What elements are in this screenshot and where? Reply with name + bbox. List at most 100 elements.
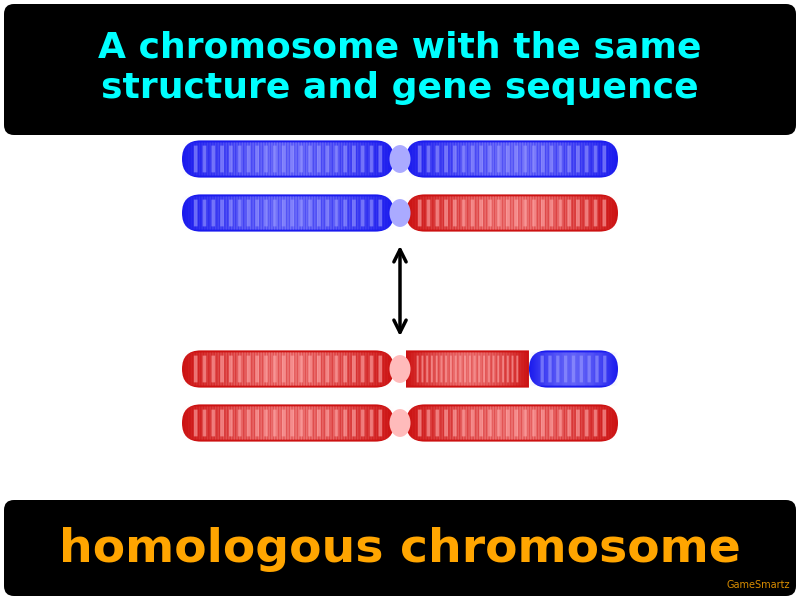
FancyBboxPatch shape — [444, 410, 448, 436]
FancyBboxPatch shape — [479, 196, 483, 230]
FancyBboxPatch shape — [246, 200, 250, 226]
FancyBboxPatch shape — [303, 196, 307, 230]
FancyBboxPatch shape — [567, 352, 570, 386]
FancyBboxPatch shape — [467, 352, 470, 386]
FancyBboxPatch shape — [370, 146, 374, 172]
FancyBboxPatch shape — [255, 352, 259, 386]
FancyBboxPatch shape — [455, 142, 459, 176]
FancyBboxPatch shape — [322, 406, 326, 440]
FancyBboxPatch shape — [194, 142, 198, 176]
FancyBboxPatch shape — [234, 196, 238, 230]
FancyBboxPatch shape — [242, 406, 246, 440]
FancyBboxPatch shape — [507, 356, 509, 382]
FancyBboxPatch shape — [479, 410, 483, 436]
FancyBboxPatch shape — [346, 196, 350, 230]
FancyBboxPatch shape — [293, 406, 297, 440]
FancyBboxPatch shape — [462, 146, 466, 172]
FancyBboxPatch shape — [238, 200, 242, 226]
FancyBboxPatch shape — [190, 406, 194, 440]
FancyBboxPatch shape — [608, 196, 612, 230]
FancyBboxPatch shape — [247, 406, 251, 440]
FancyBboxPatch shape — [212, 196, 216, 230]
FancyBboxPatch shape — [434, 196, 438, 230]
FancyBboxPatch shape — [469, 356, 471, 382]
FancyBboxPatch shape — [349, 142, 353, 176]
FancyBboxPatch shape — [266, 196, 270, 230]
FancyBboxPatch shape — [477, 406, 481, 440]
FancyBboxPatch shape — [450, 406, 454, 440]
FancyBboxPatch shape — [370, 200, 374, 226]
FancyBboxPatch shape — [202, 200, 206, 226]
FancyBboxPatch shape — [226, 196, 230, 230]
FancyBboxPatch shape — [336, 406, 340, 440]
FancyBboxPatch shape — [575, 352, 577, 386]
FancyBboxPatch shape — [518, 352, 521, 386]
FancyBboxPatch shape — [245, 142, 248, 176]
FancyBboxPatch shape — [357, 352, 361, 386]
Ellipse shape — [390, 199, 410, 227]
FancyBboxPatch shape — [328, 406, 331, 440]
FancyBboxPatch shape — [306, 142, 310, 176]
FancyBboxPatch shape — [602, 410, 606, 436]
FancyBboxPatch shape — [580, 356, 583, 382]
FancyBboxPatch shape — [282, 146, 286, 172]
FancyBboxPatch shape — [433, 352, 435, 386]
FancyBboxPatch shape — [277, 196, 281, 230]
FancyBboxPatch shape — [341, 142, 345, 176]
FancyBboxPatch shape — [190, 196, 194, 230]
FancyBboxPatch shape — [471, 142, 475, 176]
FancyBboxPatch shape — [242, 142, 246, 176]
FancyBboxPatch shape — [303, 352, 307, 386]
Ellipse shape — [390, 145, 410, 173]
FancyBboxPatch shape — [239, 142, 243, 176]
FancyBboxPatch shape — [529, 350, 618, 388]
FancyBboxPatch shape — [309, 406, 313, 440]
FancyBboxPatch shape — [565, 142, 569, 176]
FancyBboxPatch shape — [422, 196, 426, 230]
FancyBboxPatch shape — [477, 142, 481, 176]
FancyBboxPatch shape — [273, 146, 277, 172]
FancyBboxPatch shape — [477, 196, 481, 230]
FancyBboxPatch shape — [182, 194, 394, 232]
FancyBboxPatch shape — [478, 352, 480, 386]
FancyBboxPatch shape — [361, 410, 365, 436]
FancyBboxPatch shape — [475, 352, 477, 386]
FancyBboxPatch shape — [382, 352, 386, 386]
FancyBboxPatch shape — [207, 406, 211, 440]
FancyBboxPatch shape — [194, 406, 198, 440]
FancyBboxPatch shape — [306, 406, 310, 440]
FancyBboxPatch shape — [376, 406, 380, 440]
FancyBboxPatch shape — [511, 406, 515, 440]
FancyBboxPatch shape — [282, 356, 286, 382]
FancyBboxPatch shape — [299, 356, 303, 382]
FancyBboxPatch shape — [576, 196, 580, 230]
FancyBboxPatch shape — [455, 196, 459, 230]
FancyBboxPatch shape — [420, 142, 424, 176]
FancyBboxPatch shape — [574, 352, 576, 386]
FancyBboxPatch shape — [293, 196, 297, 230]
FancyBboxPatch shape — [597, 352, 598, 386]
FancyBboxPatch shape — [444, 352, 446, 386]
FancyBboxPatch shape — [414, 406, 418, 440]
FancyBboxPatch shape — [442, 352, 445, 386]
FancyBboxPatch shape — [434, 406, 438, 440]
FancyBboxPatch shape — [458, 352, 460, 386]
FancyBboxPatch shape — [426, 142, 430, 176]
FancyBboxPatch shape — [343, 356, 347, 382]
FancyBboxPatch shape — [282, 352, 286, 386]
FancyBboxPatch shape — [541, 410, 545, 436]
FancyBboxPatch shape — [236, 352, 240, 386]
FancyBboxPatch shape — [460, 196, 464, 230]
FancyBboxPatch shape — [277, 142, 281, 176]
FancyBboxPatch shape — [608, 406, 612, 440]
FancyBboxPatch shape — [426, 406, 430, 440]
FancyBboxPatch shape — [577, 352, 578, 386]
FancyBboxPatch shape — [220, 142, 224, 176]
FancyBboxPatch shape — [589, 142, 593, 176]
FancyBboxPatch shape — [552, 196, 555, 230]
FancyBboxPatch shape — [344, 406, 348, 440]
FancyBboxPatch shape — [534, 352, 535, 386]
FancyBboxPatch shape — [410, 352, 412, 386]
FancyBboxPatch shape — [253, 352, 257, 386]
FancyBboxPatch shape — [352, 406, 356, 440]
